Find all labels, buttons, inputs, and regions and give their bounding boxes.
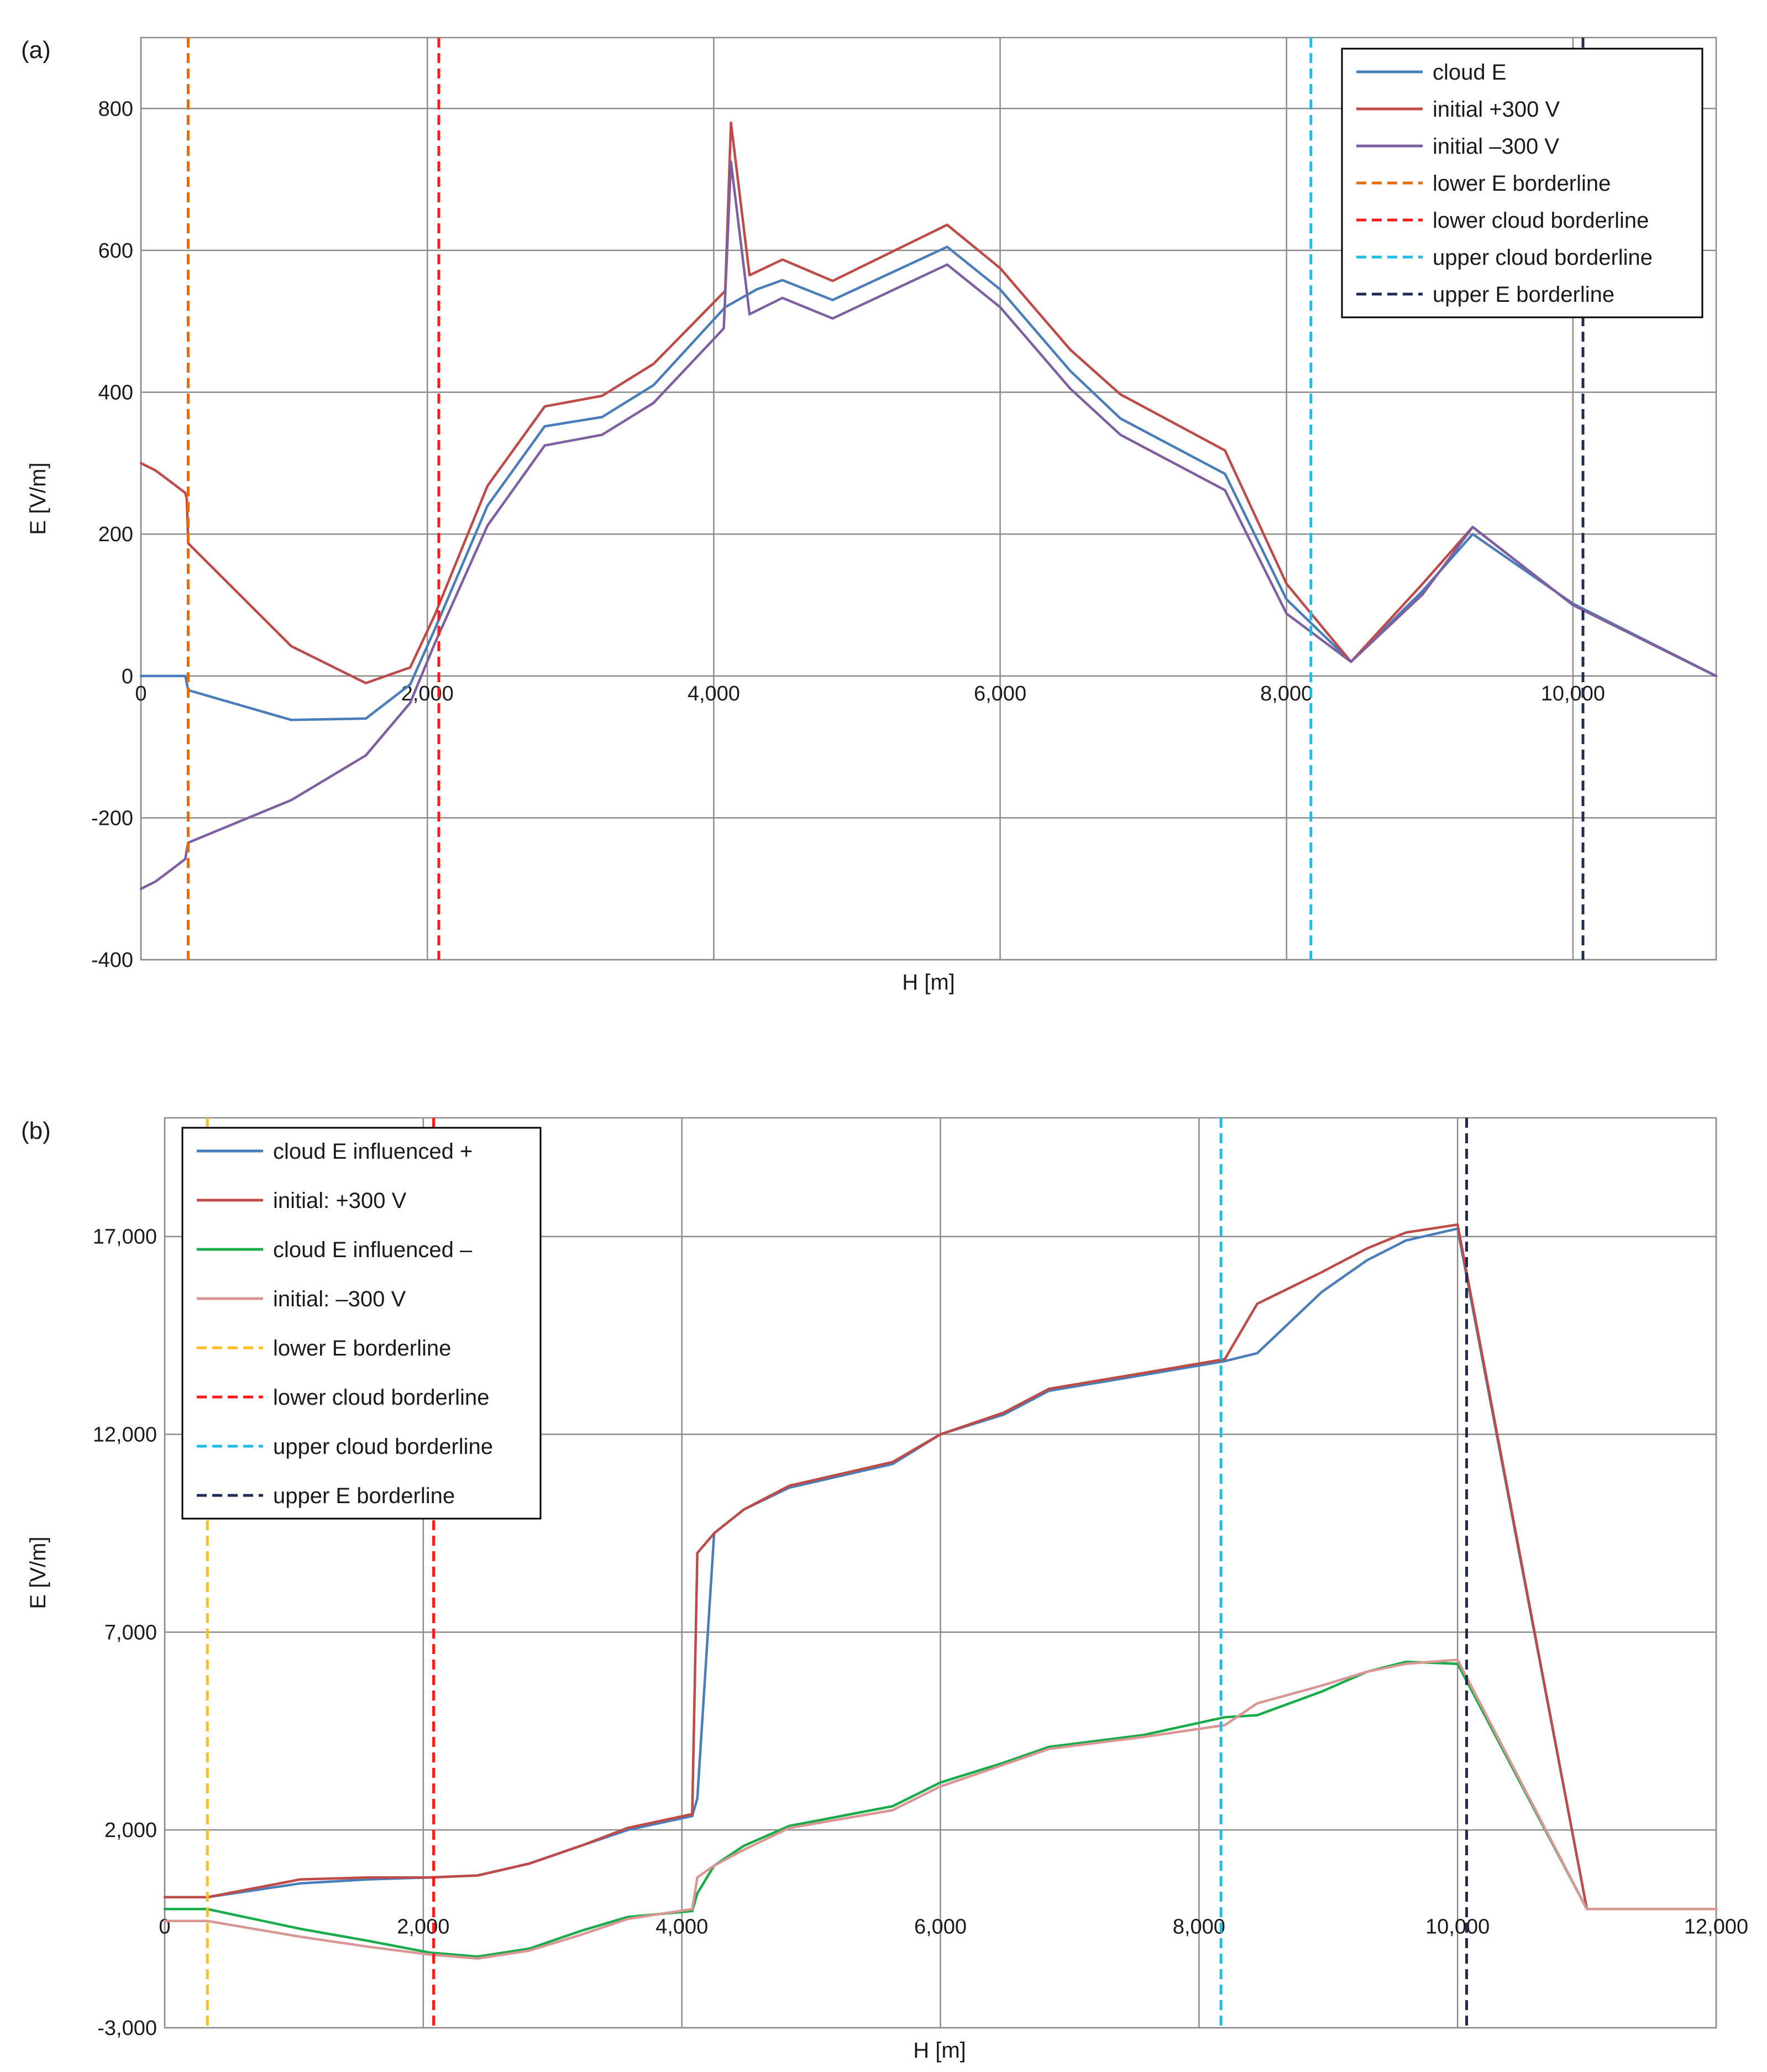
x-tick-label: 8,000 bbox=[1260, 682, 1313, 705]
legend-label: upper E borderline bbox=[273, 1484, 455, 1508]
x-tick-label: 4,000 bbox=[656, 1915, 708, 1938]
y-tick-label: 400 bbox=[98, 381, 133, 405]
y-tick-label: 2,000 bbox=[104, 1819, 157, 1842]
legend-label: initial: –300 V bbox=[273, 1287, 406, 1311]
y-tick-label: 800 bbox=[98, 97, 133, 121]
y-tick-label: 600 bbox=[98, 239, 133, 263]
chart-panel-b: (b) -3,000 2,000 7,000 12,000 17,000 0 2,000 4,0… bbox=[21, 1117, 1748, 2063]
y-tick-label: -400 bbox=[91, 949, 133, 972]
x-axis-title: H [m] bbox=[902, 970, 955, 995]
legend-label: lower E borderline bbox=[273, 1336, 451, 1361]
series-line-cloud-e bbox=[139, 245, 1718, 721]
x-tick-label: 10,000 bbox=[1425, 1915, 1490, 1938]
plot-frame bbox=[140, 36, 1717, 961]
legend-label: upper E borderline bbox=[1433, 282, 1614, 307]
y-axis-title: E [V/m] bbox=[26, 1536, 50, 1609]
x-tick-label: 12,000 bbox=[1684, 1915, 1748, 1938]
y-tick-label: 7,000 bbox=[104, 1621, 157, 1644]
x-tick-label: 0 bbox=[135, 682, 146, 705]
x-tick-label: 10,000 bbox=[1541, 682, 1605, 705]
legend-label: cloud E influenced + bbox=[273, 1139, 473, 1164]
x-tick-label: 6,000 bbox=[974, 682, 1026, 705]
legend-label: lower cloud borderline bbox=[273, 1385, 489, 1410]
legend-label: lower cloud borderline bbox=[1433, 208, 1649, 233]
y-tick-label: -3,000 bbox=[97, 2017, 157, 2040]
y-tick-label: 200 bbox=[98, 523, 133, 546]
y-tick-label: -200 bbox=[91, 807, 133, 830]
legend-label: lower E borderline bbox=[1433, 171, 1611, 196]
x-tick-label: 2,000 bbox=[397, 1915, 449, 1938]
y-tick-label: 12,000 bbox=[93, 1424, 157, 1447]
legend: cloud E initial +300 V initial –300 V lower… bbox=[1341, 48, 1703, 318]
legend-label: cloud E bbox=[1433, 60, 1506, 85]
x-tick-label: 8,000 bbox=[1173, 1915, 1225, 1938]
y-tick-label: 17,000 bbox=[93, 1226, 157, 1249]
legend-label: upper cloud borderline bbox=[273, 1435, 493, 1459]
x-axis-title: H [m] bbox=[913, 2038, 966, 2063]
x-tick-label: 0 bbox=[159, 1915, 170, 1938]
legend-box bbox=[1341, 48, 1703, 318]
legend-label: cloud E influenced – bbox=[273, 1238, 473, 1262]
series-line-initial-plus300-v bbox=[163, 1223, 1718, 1911]
legend-label: initial: +300 V bbox=[273, 1189, 407, 1213]
legend-label: initial –300 V bbox=[1433, 134, 1559, 159]
series-line-cloud-e-influenced-minus bbox=[163, 1660, 1718, 1958]
y-tick-label: 0 bbox=[122, 665, 133, 688]
x-tick-label: 6,000 bbox=[914, 1915, 967, 1938]
legend-label: initial +300 V bbox=[1433, 97, 1560, 122]
panel-letter: (b) bbox=[21, 1117, 51, 1144]
legend: cloud E influenced + initial: +300 V cloud… bbox=[181, 1127, 542, 1520]
y-axis-title: E [V/m] bbox=[26, 462, 50, 535]
legend-box bbox=[181, 1127, 542, 1520]
series-line-initial-minus300-v bbox=[163, 1658, 1718, 1960]
x-tick-label: 4,000 bbox=[688, 682, 740, 705]
plot-frame bbox=[164, 1117, 1717, 2029]
legend-label: upper cloud borderline bbox=[1433, 245, 1653, 270]
panel-letter: (a) bbox=[21, 36, 51, 64]
